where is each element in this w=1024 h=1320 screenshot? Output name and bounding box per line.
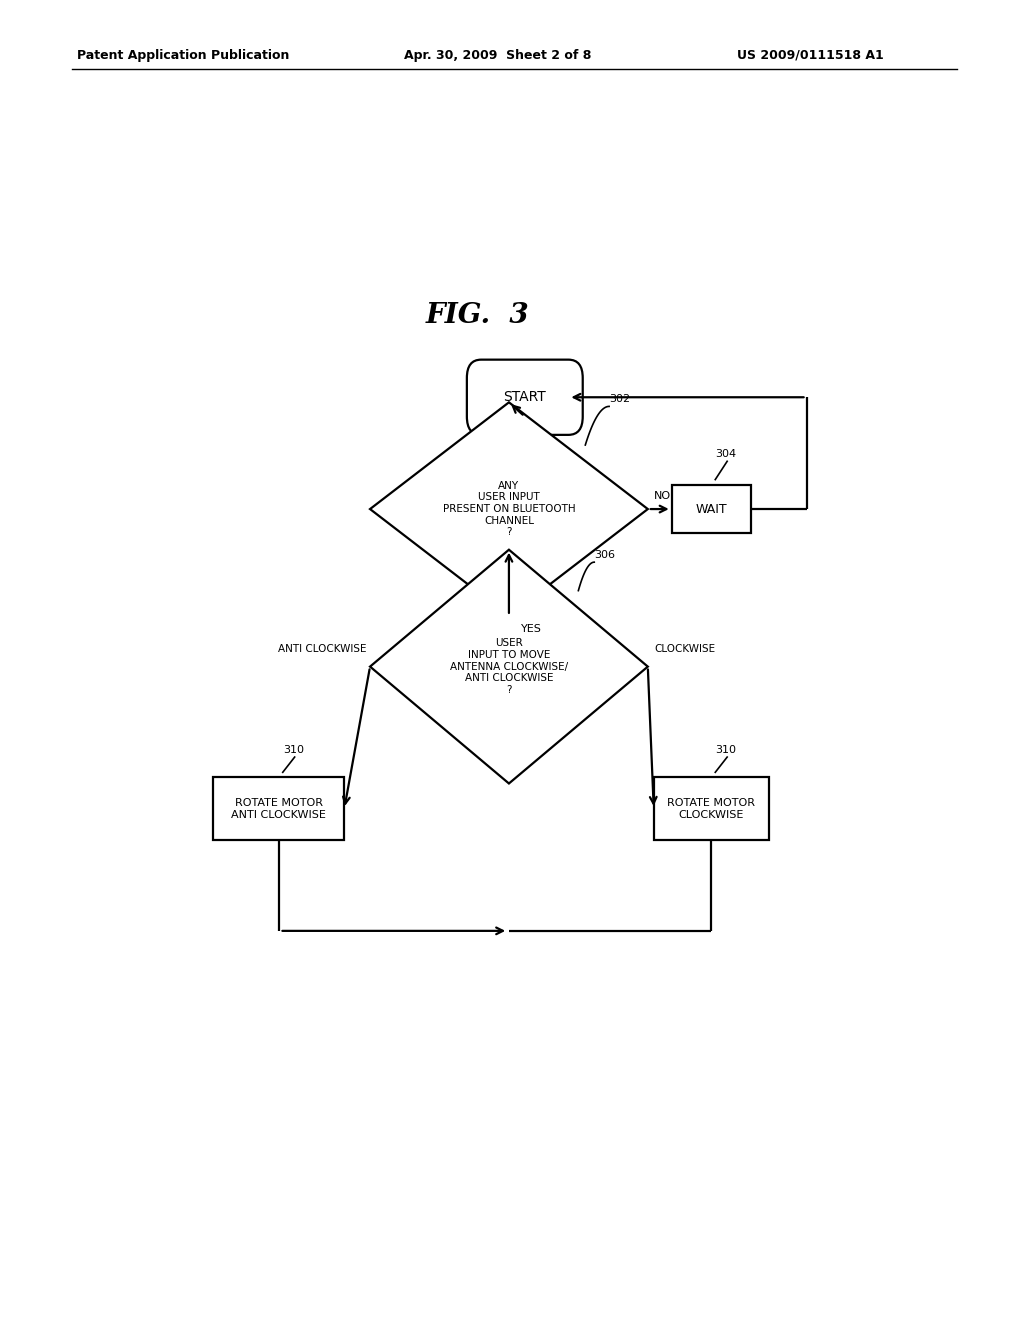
Text: 304: 304 (715, 449, 736, 459)
Bar (653, 777, 769, 841)
Text: 310: 310 (283, 744, 304, 755)
Text: YES: YES (521, 624, 542, 634)
Polygon shape (370, 403, 648, 615)
Text: ANTI CLOCKWISE: ANTI CLOCKWISE (278, 644, 367, 655)
Text: ANY
USER INPUT
PRESENT ON BLUETOOTH
CHANNEL
?: ANY USER INPUT PRESENT ON BLUETOOTH CHAN… (442, 480, 575, 537)
Text: 306: 306 (594, 550, 615, 560)
Text: USER
INPUT TO MOVE
ANTENNA CLOCKWISE/
ANTI CLOCKWISE
?: USER INPUT TO MOVE ANTENNA CLOCKWISE/ AN… (450, 639, 568, 694)
Text: 310: 310 (715, 744, 736, 755)
Text: 302: 302 (609, 395, 630, 404)
Text: Patent Application Publication: Patent Application Publication (77, 49, 289, 62)
Text: CLOCKWISE: CLOCKWISE (654, 644, 716, 655)
Polygon shape (370, 549, 648, 784)
Text: ROTATE MOTOR
ANTI CLOCKWISE: ROTATE MOTOR ANTI CLOCKWISE (231, 799, 327, 820)
Bar (672, 484, 751, 533)
Text: FIG.  3: FIG. 3 (425, 302, 529, 330)
Bar (213, 777, 344, 841)
Text: US 2009/0111518 A1: US 2009/0111518 A1 (737, 49, 884, 62)
Text: START: START (504, 391, 546, 404)
Text: NO: NO (654, 491, 672, 500)
Text: Apr. 30, 2009  Sheet 2 of 8: Apr. 30, 2009 Sheet 2 of 8 (404, 49, 592, 62)
FancyBboxPatch shape (467, 359, 583, 434)
Text: WAIT: WAIT (695, 503, 727, 516)
Text: ROTATE MOTOR
CLOCKWISE: ROTATE MOTOR CLOCKWISE (668, 799, 756, 820)
